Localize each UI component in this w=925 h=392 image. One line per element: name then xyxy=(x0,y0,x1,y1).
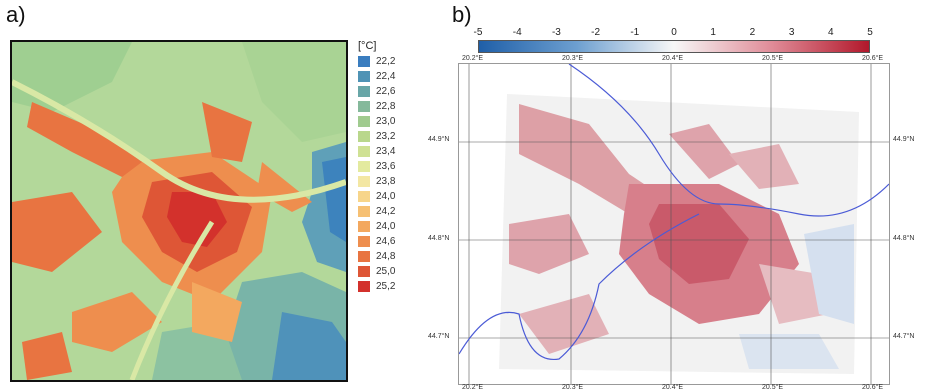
difference-colorbar xyxy=(478,40,870,53)
lon-label-top-1: 20.2°E xyxy=(462,55,484,62)
lat-label-right-2: 44.8°N xyxy=(893,235,915,242)
legend-items: 22,2 22,4 22,6 22,8 23,0 23,2 23,4 23,6 23,8 24,0… xyxy=(358,55,428,293)
legend-item: 24,2 xyxy=(358,205,428,218)
legend-label: 23,8 xyxy=(376,176,396,187)
legend-item: 23,4 xyxy=(358,145,428,158)
legend-item: 24,6 xyxy=(358,235,428,248)
temperature-legend: [°C] 22,2 22,4 22,6 22,8 23,0 23,2 23,4 23,6 23,… xyxy=(358,40,428,295)
legend-item: 25,2 xyxy=(358,280,428,293)
lon-label-bottom-5: 20.6°E xyxy=(862,384,884,391)
legend-label: 23,4 xyxy=(376,146,396,157)
colorbar-tick-label: 2 xyxy=(749,27,756,38)
legend-label: 22,6 xyxy=(376,86,396,97)
legend-swatch xyxy=(358,176,370,187)
lat-label-left-3: 44.7°N xyxy=(428,333,450,340)
legend-item: 24,0 xyxy=(358,220,428,233)
legend-swatch xyxy=(358,86,370,97)
legend-item: 23,2 xyxy=(358,130,428,143)
lon-label-top-4: 20.5°E xyxy=(762,55,784,62)
legend-label: 23,6 xyxy=(376,161,396,172)
legend-label: 22,8 xyxy=(376,101,396,112)
legend-swatch xyxy=(358,71,370,82)
colorbar-tick-label: 3 xyxy=(788,27,795,38)
legend-swatch xyxy=(358,161,370,172)
legend-item: 22,4 xyxy=(358,70,428,83)
colorbar-tick-label: -4 xyxy=(512,27,522,38)
legend-item: 23,0 xyxy=(358,115,428,128)
legend-label: 23,0 xyxy=(376,116,396,127)
legend-item: 24,8 xyxy=(358,250,428,263)
lon-label-bottom-3: 20.4°E xyxy=(662,384,684,391)
legend-swatch xyxy=(358,146,370,157)
legend-item: 22,2 xyxy=(358,55,428,68)
colorbar-tick-label: 4 xyxy=(828,27,834,38)
colorbar-tick-label: 5 xyxy=(867,27,873,38)
legend-swatch xyxy=(358,221,370,232)
colorbar-tick-label: 0 xyxy=(671,27,677,38)
lon-label-bottom-2: 20.3°E xyxy=(562,384,584,391)
legend-item: 24,0 xyxy=(358,190,428,203)
legend-swatch xyxy=(358,56,370,67)
temperature-map-image xyxy=(12,42,346,380)
lon-label-top-3: 20.4°E xyxy=(662,55,684,62)
colorbar-tick-label: -5 xyxy=(473,27,483,38)
legend-item: 22,6 xyxy=(358,85,428,98)
temperature-map xyxy=(10,40,348,382)
legend-label: 24,2 xyxy=(376,206,396,217)
legend-item: 25,0 xyxy=(358,265,428,278)
colorbar-tick-label: 1 xyxy=(710,27,716,38)
colorbar-tick-label: -2 xyxy=(591,27,601,38)
lon-label-bottom-4: 20.5°E xyxy=(762,384,784,391)
legend-label: 22,4 xyxy=(376,71,396,82)
legend-item: 23,6 xyxy=(358,160,428,173)
legend-label: 24,0 xyxy=(376,191,396,202)
legend-swatch xyxy=(358,251,370,262)
colorbar-tick-label: -1 xyxy=(630,27,640,38)
legend-item: 22,8 xyxy=(358,100,428,113)
legend-swatch xyxy=(358,191,370,202)
legend-swatch xyxy=(358,236,370,247)
lat-label-right-1: 44.9°N xyxy=(893,136,915,143)
lon-label-bottom-1: 20.2°E xyxy=(462,384,484,391)
panel-a-label: a) xyxy=(6,2,26,27)
panel-b-label: b) xyxy=(452,2,472,27)
legend-label: 25,2 xyxy=(376,281,396,292)
lat-label-left-2: 44.8°N xyxy=(428,235,450,242)
legend-unit: [°C] xyxy=(358,40,377,52)
legend-swatch xyxy=(358,266,370,277)
legend-label: 22,2 xyxy=(376,56,396,67)
legend-label: 24,0 xyxy=(376,221,396,232)
lat-label-right-3: 44.7°N xyxy=(893,333,915,340)
legend-swatch xyxy=(358,101,370,112)
lon-label-top-5: 20.6°E xyxy=(862,55,884,62)
legend-label: 24,8 xyxy=(376,251,396,262)
difference-map-image xyxy=(459,64,889,384)
legend-label: 25,0 xyxy=(376,266,396,277)
legend-swatch xyxy=(358,281,370,292)
legend-swatch xyxy=(358,131,370,142)
legend-label: 24,6 xyxy=(376,236,396,247)
lat-label-left-1: 44.9°N xyxy=(428,136,450,143)
legend-label: 23,2 xyxy=(376,131,396,142)
legend-item: 23,8 xyxy=(358,175,428,188)
colorbar-tick-label: -3 xyxy=(551,27,561,38)
legend-swatch xyxy=(358,206,370,217)
difference-map xyxy=(458,63,890,385)
lon-label-top-2: 20.3°E xyxy=(562,55,584,62)
legend-swatch xyxy=(358,116,370,127)
